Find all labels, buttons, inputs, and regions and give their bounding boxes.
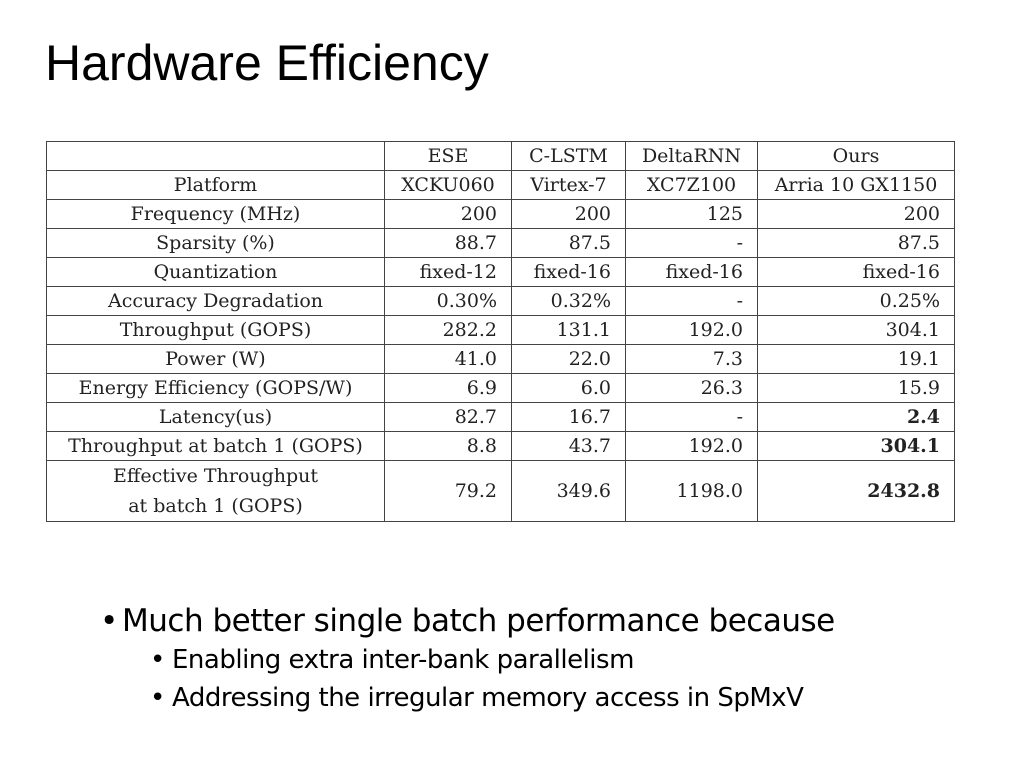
slide-title: Hardware Efficiency <box>45 35 489 91</box>
table-cell: 22.0 <box>511 344 626 374</box>
table-row: Sparsity (%) 88.7 87.5-87.5 <box>46 228 955 258</box>
table-cell: 16.7 <box>511 402 626 432</box>
table-cell: fixed-12 <box>384 257 512 287</box>
table-cell: 87.5 <box>511 228 626 258</box>
bullet-icon: • <box>100 603 118 639</box>
row-label: Throughput (GOPS) <box>46 315 385 345</box>
bullet-sub: • Addressing the irregular memory access … <box>150 683 804 713</box>
table-cell: 2.4 <box>757 402 955 432</box>
table-cell: 88.7 <box>384 228 512 258</box>
bullet-list: • Much better single batch performance be… <box>100 603 835 721</box>
row-label-text: Platform <box>173 174 258 196</box>
comparison-table: ESE C-LSTM DeltaRNN Ours Platform XCKU060 Virt… <box>46 141 955 522</box>
row-label: Latency(us) <box>46 402 385 432</box>
row-label-text: Power (W) <box>165 348 266 370</box>
table-cell: 1198.0 <box>625 460 758 522</box>
bullet-icon: • <box>150 683 165 713</box>
row-label: Quantization <box>46 257 385 287</box>
table-cell: Virtex-7 <box>511 170 626 200</box>
table-cell: 349.6 <box>511 460 626 522</box>
table-cell: - <box>625 402 758 432</box>
row-label-text: Effective Throughput <box>112 465 319 487</box>
row-label-text: Latency(us) <box>158 406 273 428</box>
table-cell: fixed-16 <box>511 257 626 287</box>
table-cell: - <box>625 286 758 316</box>
table-row: Latency(us) 82.7 16.7-2.4 <box>46 402 955 432</box>
row-label: Accuracy Degradation <box>46 286 385 316</box>
table-cell: 192.0 <box>625 431 758 461</box>
table-cell: 41.0 <box>384 344 512 374</box>
table-cell: 131.1 <box>511 315 626 345</box>
row-label-text: Sparsity (%) <box>156 232 275 254</box>
table-cell: fixed-16 <box>625 257 758 287</box>
table-cell: 304.1 <box>757 431 955 461</box>
column-header: ESE <box>384 141 512 171</box>
table-cell: 6.0 <box>511 373 626 403</box>
table-cell: 0.25% <box>757 286 955 316</box>
table-cell: 0.30% <box>384 286 512 316</box>
table-cell: 19.1 <box>757 344 955 374</box>
row-label: Frequency (MHz) <box>46 199 385 229</box>
table-cell: 43.7 <box>511 431 626 461</box>
table-cell: 2432.8 <box>757 460 955 522</box>
row-label: Sparsity (%) <box>46 228 385 258</box>
table-cell: 79.2 <box>384 460 512 522</box>
bullet-main: • Much better single batch performance be… <box>100 603 835 639</box>
row-label-text: Accuracy Degradation <box>108 290 323 312</box>
row-label-text: Throughput at batch 1 (GOPS) <box>68 435 363 457</box>
row-label-text: Quantization <box>153 261 278 283</box>
row-label: Power (W) <box>46 344 385 374</box>
row-label-text: at batch 1 (GOPS) <box>128 495 303 517</box>
row-label: Throughput at batch 1 (GOPS) <box>46 431 385 461</box>
table-cell: 7.3 <box>625 344 758 374</box>
table-row: Frequency (MHz) 200 200 125 200 <box>46 199 955 229</box>
table-cell: 87.5 <box>757 228 955 258</box>
column-header: DeltaRNN <box>625 141 758 171</box>
table-cell: 15.9 <box>757 373 955 403</box>
table-cell: 6.9 <box>384 373 512 403</box>
table-cell: 200 <box>511 199 626 229</box>
table-cell: 200 <box>757 199 955 229</box>
table-cell: 200 <box>384 199 512 229</box>
table-cell: 82.7 <box>384 402 512 432</box>
bullet-icon: • <box>150 645 165 675</box>
table-row: Power (W) 41.0 22.0 7.3 19.1 <box>46 344 955 374</box>
table-cell: fixed-16 <box>757 257 955 287</box>
table-cell: Arria 10 GX1150 <box>757 170 955 200</box>
table-cell: XCKU060 <box>384 170 512 200</box>
table-cell: 26.3 <box>625 373 758 403</box>
column-header: C-LSTM <box>511 141 626 171</box>
table-row: Throughput at batch 1 (GOPS) 8.8 43.7 192.0… <box>46 431 955 461</box>
table-cell: 125 <box>625 199 758 229</box>
column-header <box>46 141 385 171</box>
row-label: Platform <box>46 170 385 200</box>
row-label-text: Frequency (MHz) <box>130 203 301 225</box>
table-cell: XC7Z100 <box>625 170 758 200</box>
table-cell: 192.0 <box>625 315 758 345</box>
table-row: Effective Throughput at batch 1 (GOPS) 79.… <box>46 460 955 522</box>
table-cell: 8.8 <box>384 431 512 461</box>
table-header-row: ESE C-LSTM DeltaRNN Ours <box>46 141 955 171</box>
row-label-text: Energy Efficiency (GOPS/W) <box>78 377 353 399</box>
table-cell: - <box>625 228 758 258</box>
table-cell: 282.2 <box>384 315 512 345</box>
row-label-text: Throughput (GOPS) <box>119 319 312 341</box>
table-row: Energy Efficiency (GOPS/W) 6.9 6.0 26.3 15.9 <box>46 373 955 403</box>
bullet-sub: • Enabling extra inter-bank parallelism <box>150 645 634 675</box>
row-label: Effective Throughput at batch 1 (GOPS) <box>46 460 385 522</box>
column-header: Ours <box>757 141 955 171</box>
table-row: Platform XCKU060 Virtex-7 XC7Z100 Arria 10 G… <box>46 170 955 200</box>
table-row: Throughput (GOPS) 282.2 131.1 192.0 304.1 <box>46 315 955 345</box>
row-label: Energy Efficiency (GOPS/W) <box>46 373 385 403</box>
table-row: Accuracy Degradation 0.30% 0.32% -0.25% <box>46 286 955 316</box>
table-cell: 0.32% <box>511 286 626 316</box>
table-row: Quantization fixed-12 fixed-16 fixed-16 fixe… <box>46 257 955 287</box>
table-cell: 304.1 <box>757 315 955 345</box>
